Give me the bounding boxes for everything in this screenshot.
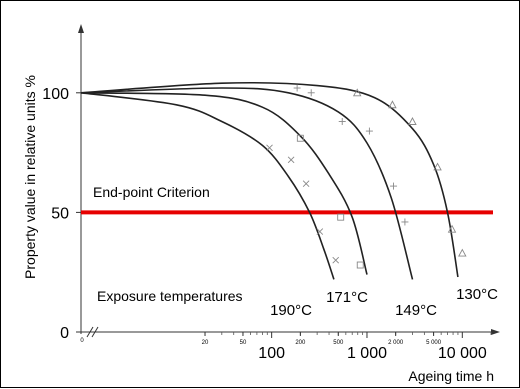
data-point-plus [401, 218, 409, 226]
marker-stroke [332, 256, 340, 264]
axis-break-mark [91, 326, 99, 338]
marker-stroke [266, 144, 273, 152]
marker-stroke [287, 156, 295, 164]
data-point-square [296, 134, 304, 142]
data-point-x [302, 180, 310, 188]
temperature-label-130c: 130°C [456, 286, 498, 303]
axes-group: 0 50 100 0 20 50 200 500 2 000 5 000 100 1 000 10 00… [42, 24, 500, 362]
data-point-x [266, 144, 273, 152]
aging-curve-171c [80, 92, 368, 275]
data-point-plus [365, 127, 373, 135]
x-origin-tick-label: 0 [80, 338, 84, 344]
y-axis-arrow [78, 24, 84, 33]
aging-curve-130c [80, 81, 459, 278]
aging-curve-190c [80, 92, 335, 280]
y-axis-label: Property value in relative units % [22, 75, 38, 279]
x-small-tick-label: 50 [240, 340, 247, 346]
data-point-plus [293, 84, 301, 92]
x-small-tick-label: 20 [202, 340, 209, 346]
data-point-square [337, 213, 345, 221]
x-axis-arrow [491, 329, 500, 335]
x-major-tick-label: 1 000 [347, 345, 387, 362]
x-small-tick-label: 500 [333, 340, 344, 346]
y-tick-label: 50 [51, 205, 69, 222]
x-major-tick-label: 10 000 [438, 345, 487, 362]
data-point-x [332, 256, 340, 264]
end-point-criterion-label: End-point Criterion [93, 184, 210, 200]
marker-stroke [302, 180, 310, 188]
temperature-label-149c: 149°C [395, 302, 437, 319]
data-point-triangle [458, 248, 467, 257]
markers-group [266, 84, 467, 269]
y-tick-label: 0 [60, 325, 69, 342]
data-point-triangle [447, 224, 457, 233]
data-point-triangle [388, 100, 397, 109]
data-point-plus [307, 89, 315, 97]
axis-break-mark [86, 326, 94, 338]
data-point-plus [390, 182, 398, 190]
data-point-plus [338, 118, 346, 126]
aging-curve-149c [80, 87, 414, 280]
curves-group [80, 81, 459, 280]
x-major-tick-label: 100 [258, 345, 285, 362]
exposure-temperatures-label: Exposure temperatures [97, 288, 243, 304]
y-tick-label: 100 [42, 86, 69, 103]
labels-group: Property value in relative units % Agein… [22, 75, 498, 384]
data-point-x [316, 228, 324, 235]
data-point-square [356, 261, 364, 269]
data-point-triangle [408, 117, 417, 125]
x-axis-label: Ageing time h [408, 368, 494, 384]
temperature-label-190c: 190°C [270, 302, 312, 319]
data-point-x [287, 156, 295, 164]
marker-stroke [316, 228, 324, 235]
x-small-tick-label: 2 000 [388, 340, 404, 346]
data-point-triangle [433, 162, 442, 171]
x-small-tick-label: 5 000 [426, 340, 442, 346]
x-small-tick-label: 200 [295, 340, 306, 346]
temperature-label-171c: 171°C [326, 289, 368, 306]
data-point-triangle [352, 88, 362, 97]
